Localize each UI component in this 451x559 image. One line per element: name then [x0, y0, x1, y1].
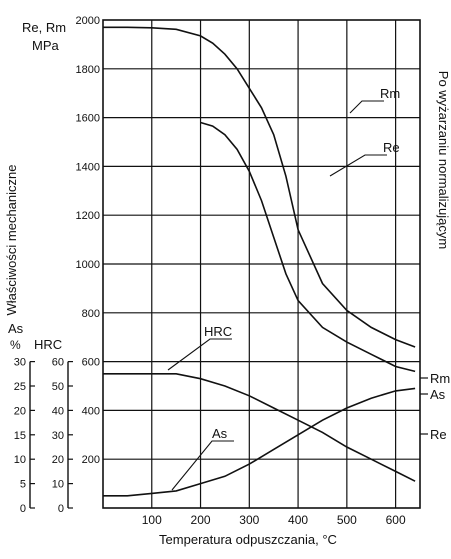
- as-tick-label: 10: [14, 454, 26, 466]
- series-line-re: [200, 121, 416, 373]
- y-tick-label: 1400: [76, 161, 100, 173]
- as-tick-label: 15: [14, 430, 26, 442]
- as-tick-label: 0: [20, 503, 26, 515]
- y-tick-label: 400: [82, 405, 100, 417]
- hrc-name: HRC: [34, 337, 62, 352]
- y-axis-title: Właściwości mechaniczne: [4, 165, 19, 316]
- hrc-tick-label: 30: [52, 430, 64, 442]
- y-tick-label: 600: [82, 357, 100, 369]
- y-tick-label: 1200: [76, 210, 100, 222]
- series-label-re: Re: [383, 140, 400, 155]
- grid: [102, 19, 421, 509]
- series-label-as: As: [212, 426, 228, 441]
- right-marker-as: As: [430, 387, 446, 402]
- strength-unit: MPa: [32, 38, 60, 53]
- x-tick-label: 500: [337, 513, 357, 527]
- hrc-tick-label: 0: [58, 503, 64, 515]
- leader-line-rm: [349, 100, 384, 114]
- x-tick-label: 400: [288, 513, 308, 527]
- series-label-hrc: HRC: [204, 324, 232, 339]
- series-label-rm: Rm: [380, 86, 400, 101]
- x-tick-label: 200: [191, 513, 211, 527]
- y-tick-label: 1800: [76, 64, 100, 76]
- series-line-hrc: [103, 373, 416, 482]
- leader-line-hrc: [167, 338, 232, 371]
- strength-name: Re, Rm: [22, 20, 66, 35]
- right-marker-rm: Rm: [430, 371, 450, 386]
- x-tick-label: 100: [142, 513, 162, 527]
- hrc-tick-label: 50: [52, 381, 64, 393]
- series-line-rm: [103, 26, 416, 348]
- x-tick-label: 300: [239, 513, 259, 527]
- y-tick-label: 1000: [76, 259, 100, 271]
- y-tick-label: 1600: [76, 113, 100, 125]
- x-axis-title: Temperatura odpuszczania, °C: [159, 532, 337, 547]
- hrc-tick-label: 20: [52, 454, 64, 466]
- as-tick-label: 5: [20, 479, 26, 491]
- right-axis-title: Po wyżarzaniu normalizującym: [436, 71, 451, 249]
- y-tick-label: 2000: [76, 15, 100, 27]
- as-name: As: [8, 321, 24, 336]
- hrc-tick-label: 10: [52, 479, 64, 491]
- y-tick-label: 200: [82, 454, 100, 466]
- as-tick-label: 25: [14, 381, 26, 393]
- leader-line-re: [329, 154, 387, 177]
- leader-line-as: [171, 440, 234, 491]
- as-unit: %: [10, 338, 21, 352]
- series-line-as: [103, 387, 416, 497]
- hrc-tick-label: 60: [52, 357, 64, 369]
- right-marker-re: Re: [430, 427, 447, 442]
- as-tick-label: 30: [14, 357, 26, 369]
- y-tick-label: 800: [82, 308, 100, 320]
- as-tick-label: 20: [14, 405, 26, 417]
- hrc-tick-label: 40: [52, 405, 64, 417]
- series-lines: [103, 26, 416, 497]
- x-tick-label: 600: [386, 513, 406, 527]
- axes: 100 200 300 400 500 6002004006008001000120014…: [14, 15, 406, 527]
